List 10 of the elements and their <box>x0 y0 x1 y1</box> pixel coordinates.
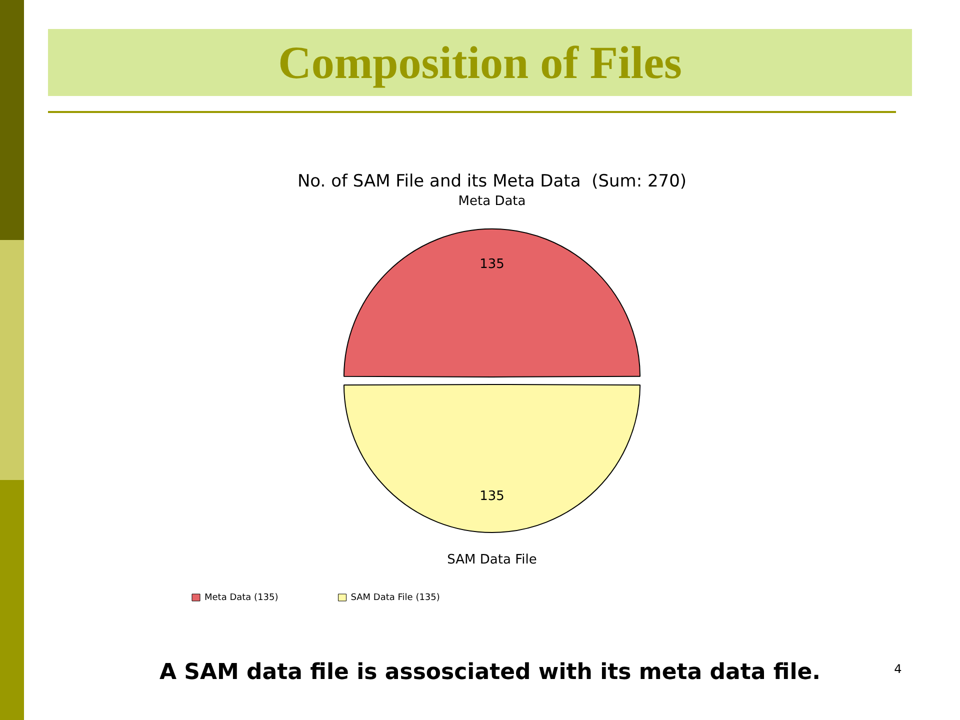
legend-label: SAM Data File (135) <box>350 592 440 603</box>
text: Meta Data <box>458 194 526 209</box>
data-label: 135 <box>480 489 504 504</box>
legend-label: Meta Data (135) <box>204 592 278 603</box>
text: A SAM data file is assosciated with its meta data file. <box>159 660 821 685</box>
text: SAM Data File <box>447 552 537 568</box>
text: 4 <box>893 662 903 676</box>
chart-title: Composition of Files <box>278 36 682 89</box>
data-label: 135 <box>480 257 504 272</box>
chart-subtitle: No. of SAM File and its Meta Data (Sum: 270) <box>297 172 687 192</box>
